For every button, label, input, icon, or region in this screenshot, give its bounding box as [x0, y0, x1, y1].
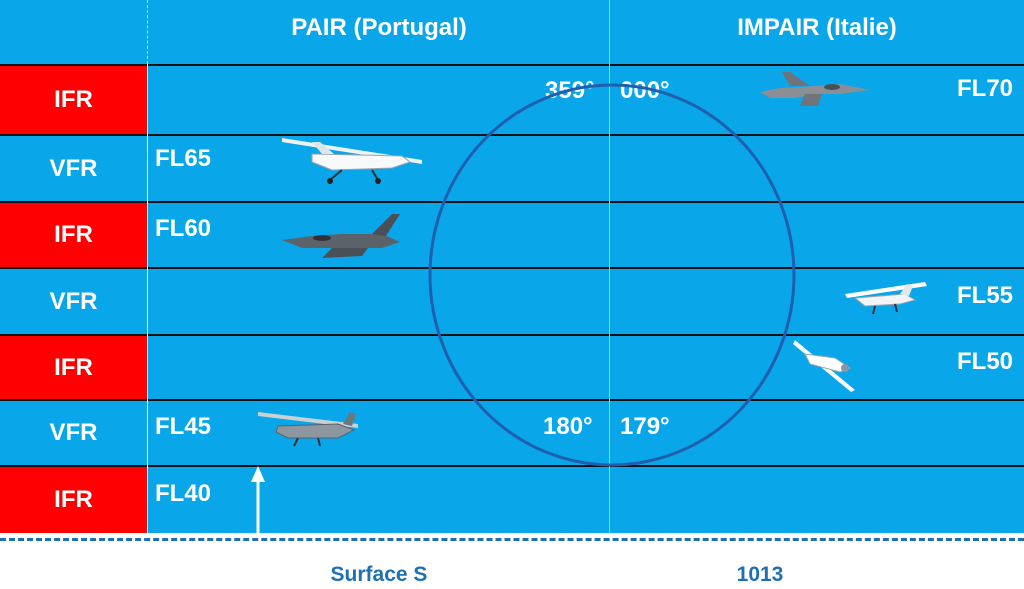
fl60-label: FL60 — [155, 215, 212, 242]
jet-fighter-icon — [282, 214, 400, 258]
row-ifr-fl50: IFR — [0, 334, 1024, 399]
heading-179: 179° — [620, 413, 670, 440]
high-wing-plane-icon — [258, 412, 358, 447]
impair-heading: IMPAIR (Italie) — [737, 14, 897, 41]
rule-cell: IFR — [0, 467, 147, 533]
fl55-label: FL55 — [957, 282, 1014, 309]
rule-cell: VFR — [0, 401, 147, 465]
row-ifr-fl40: IFR — [0, 465, 1024, 533]
fl70-label: FL70 — [957, 75, 1014, 102]
qnh-label: 1013 — [736, 563, 784, 586]
fl40-label: FL40 — [155, 480, 212, 507]
header-band — [0, 0, 1024, 64]
altitude-arrow-icon — [251, 466, 265, 534]
fl50-label: FL50 — [957, 348, 1014, 375]
pair-heading: PAIR (Portugal) — [291, 14, 467, 41]
rule-cell: IFR — [0, 336, 147, 399]
surface-baseline — [0, 538, 1024, 541]
heading-180: 180° — [543, 413, 593, 440]
center-divider — [609, 0, 610, 533]
rule-cell: VFR — [0, 136, 147, 201]
row-vfr-fl65: VFR — [0, 134, 1024, 201]
jet-fighter-icon — [760, 72, 870, 106]
rule-cell: VFR — [0, 269, 147, 334]
low-wing-plane-icon — [793, 340, 855, 392]
fl65-label: FL65 — [155, 145, 212, 172]
ultralight-plane-icon — [282, 138, 422, 184]
compass-circle — [428, 83, 796, 467]
row-ifr-fl70: IFR — [0, 64, 1024, 134]
row-ifr-fl60: IFR — [0, 201, 1024, 267]
rule-column-divider — [147, 64, 148, 533]
header-divider-left — [147, 0, 148, 64]
row-vfr-fl55: VFR — [0, 267, 1024, 334]
heading-000: 000° — [620, 77, 670, 104]
high-wing-plane-icon — [845, 282, 927, 315]
fl45-label: FL45 — [155, 413, 212, 440]
rule-cell: IFR — [0, 66, 147, 134]
surface-label: Surface S — [330, 563, 428, 586]
rule-cell: IFR — [0, 203, 147, 267]
